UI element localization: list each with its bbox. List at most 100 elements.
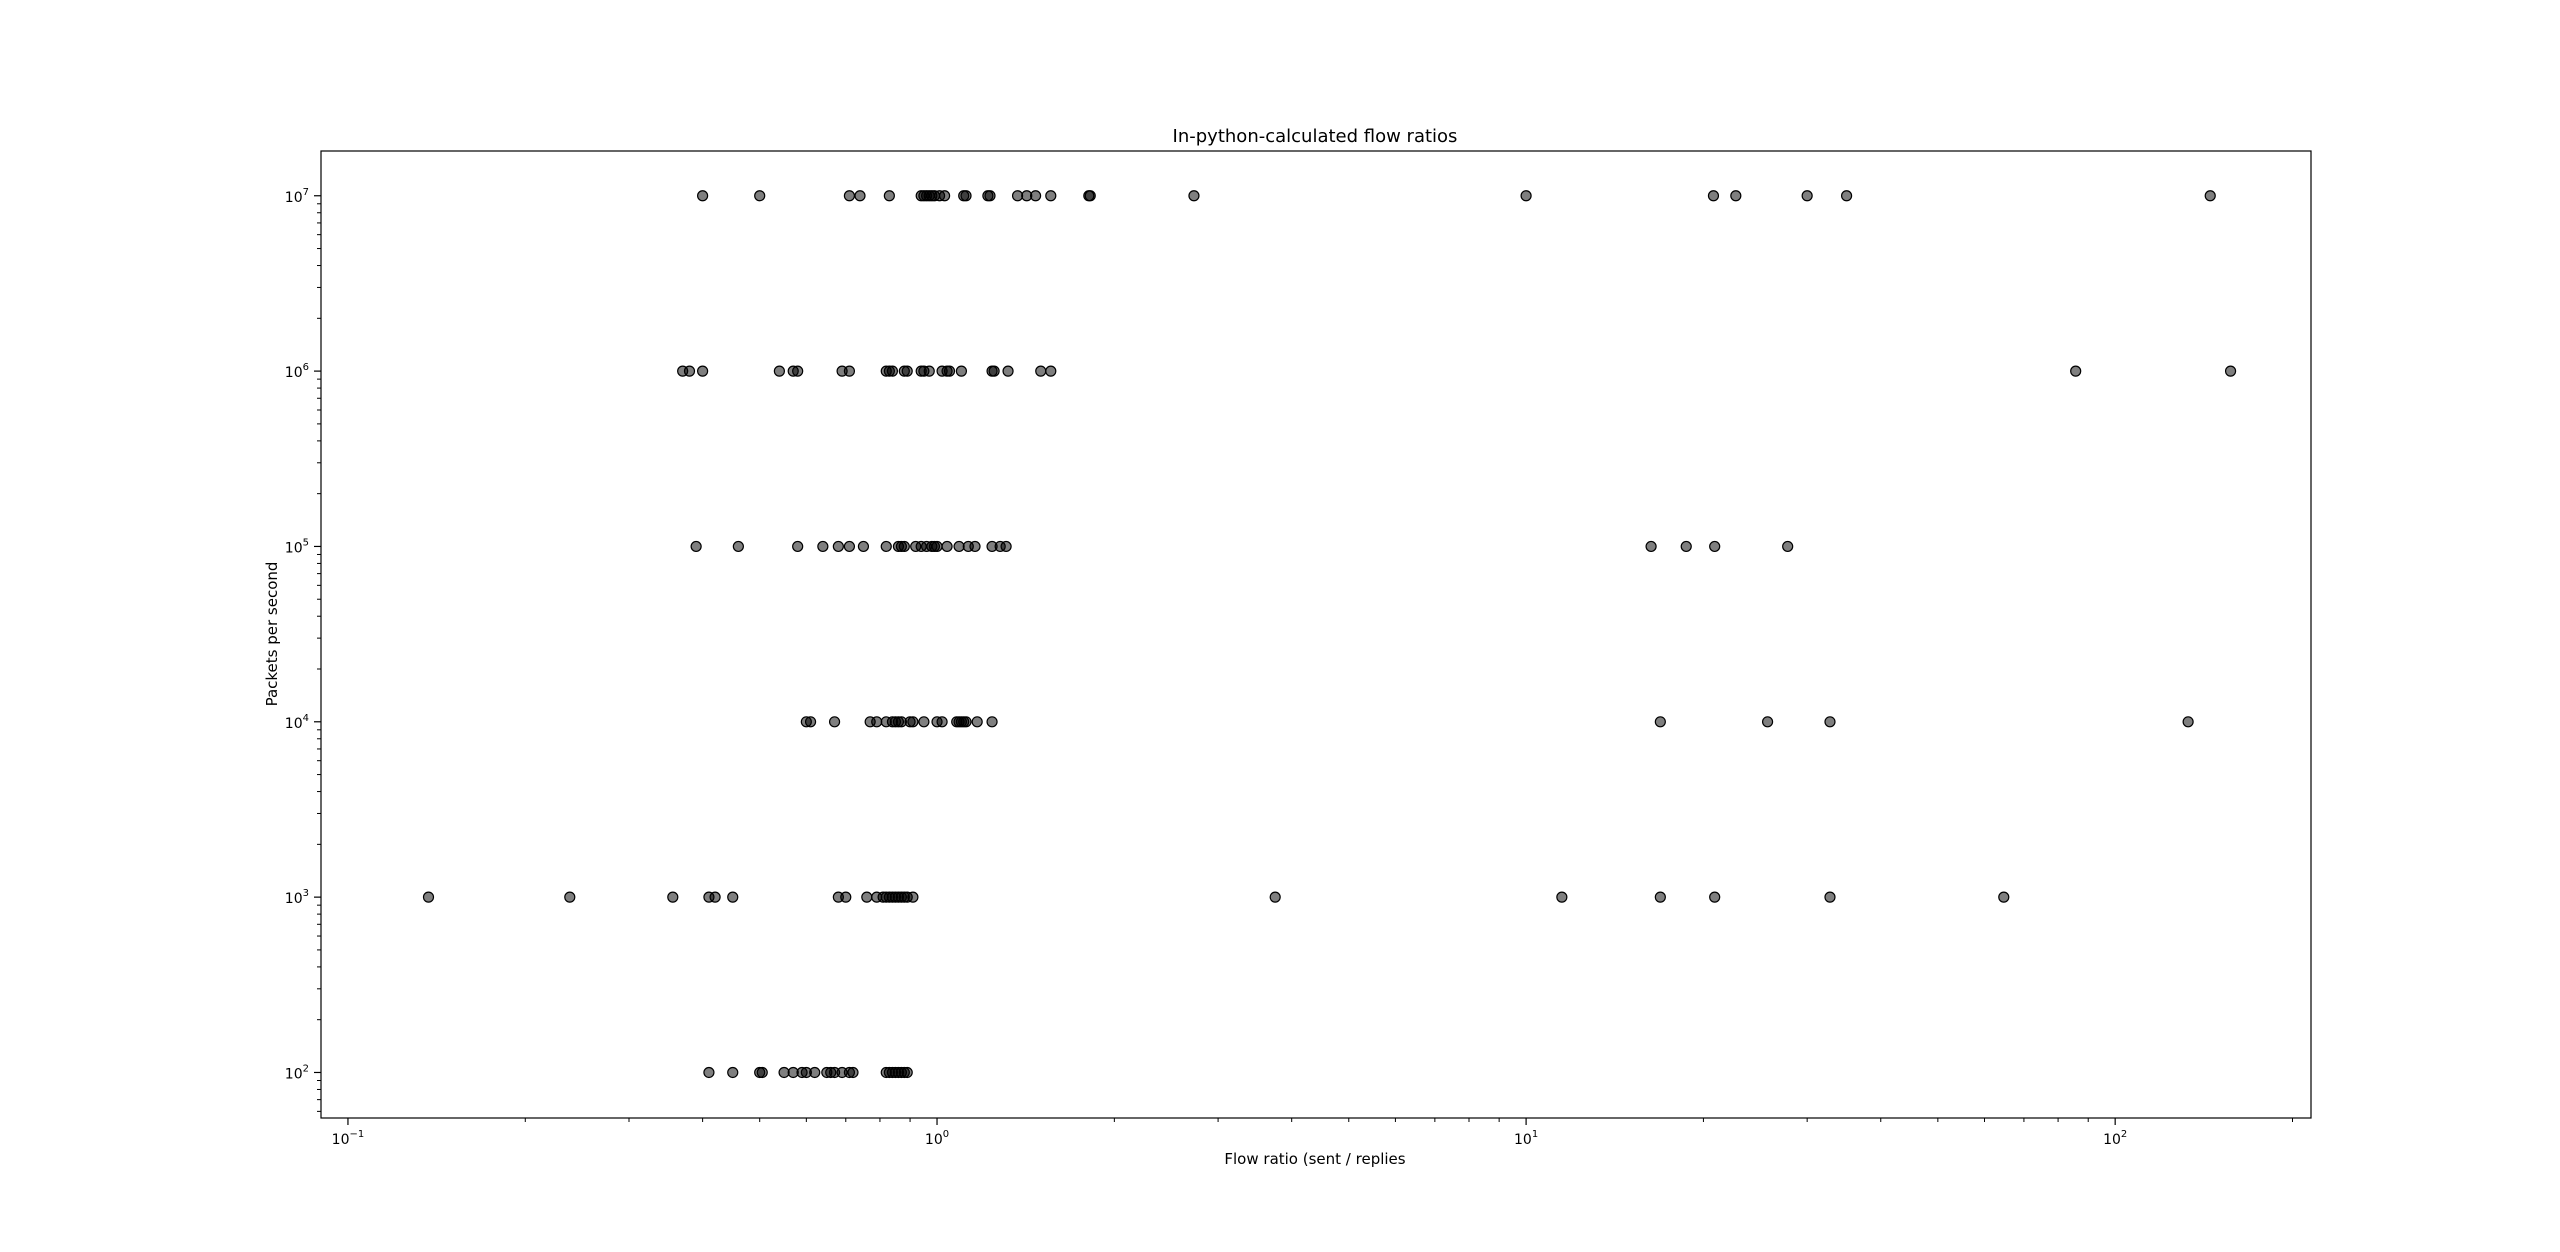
scatter-point xyxy=(2204,190,2216,202)
scatter-point xyxy=(832,540,844,553)
y-tick-label: 102 xyxy=(285,1063,309,1082)
scatter-point xyxy=(792,540,804,553)
scatter-point xyxy=(1680,540,1692,553)
scatter-point xyxy=(1782,540,1794,553)
scatter-point xyxy=(773,365,785,377)
y-tick-label: 103 xyxy=(285,888,309,907)
scatter-point xyxy=(1000,540,1012,553)
scatter-point xyxy=(847,1066,859,1079)
scatter-point xyxy=(883,190,895,202)
scatter-point xyxy=(1520,190,1532,202)
data-points xyxy=(422,190,2237,1079)
scatter-point xyxy=(1045,190,1057,202)
scatter-point xyxy=(898,540,910,553)
scatter-point xyxy=(986,716,998,728)
y-tick-label: 107 xyxy=(285,187,309,206)
scatter-point xyxy=(1801,190,1813,202)
x-axis-label: Flow ratio (sent / replies xyxy=(1224,1150,1405,1168)
scatter-point xyxy=(727,1066,739,1079)
scatter-point xyxy=(828,716,841,728)
x-tick-label: 102 xyxy=(2103,1129,2127,1148)
y-tick-label: 106 xyxy=(285,362,309,381)
scatter-point xyxy=(857,540,870,553)
scatter-point xyxy=(1269,891,1281,903)
scatter-point xyxy=(988,365,1000,377)
chart-title: In-python-calculated flow ratios xyxy=(1173,126,1458,147)
scatter-point xyxy=(1029,190,1042,202)
scatter-point xyxy=(1035,365,1047,377)
plot-area xyxy=(320,150,2312,1119)
scatter-point xyxy=(960,190,972,202)
scatter-point xyxy=(564,891,576,903)
scatter-point xyxy=(1011,190,1024,202)
scatter-point xyxy=(1730,190,1742,202)
scatter-point xyxy=(1824,716,1836,728)
y-tick-label: 105 xyxy=(285,537,309,556)
scatter-point xyxy=(690,540,702,553)
scatter-point xyxy=(756,1066,768,1079)
x-tick-label: 101 xyxy=(1514,1129,1538,1148)
scatter-point xyxy=(971,716,983,728)
scatter-point xyxy=(2224,365,2237,377)
x-minor-ticks xyxy=(524,1118,2293,1122)
scatter-point xyxy=(918,716,930,728)
scatter-point xyxy=(854,190,866,202)
x-tick-label: 100 xyxy=(925,1129,949,1148)
scatter-point xyxy=(1045,365,1057,377)
scatter-point xyxy=(1002,365,1014,377)
scatter-point xyxy=(1645,540,1657,553)
scatter-point xyxy=(843,190,856,202)
scatter-point xyxy=(804,716,817,728)
scatter-point xyxy=(697,365,709,377)
scatter-point xyxy=(1188,190,1200,202)
scatter-point xyxy=(938,190,951,202)
scatter-point xyxy=(1654,891,1666,903)
scatter-point xyxy=(931,540,943,553)
scatter-point xyxy=(2070,365,2082,377)
scatter-point xyxy=(817,540,829,553)
scatter-point xyxy=(843,540,856,553)
scatter-point xyxy=(923,365,935,377)
scatter-point xyxy=(754,190,766,202)
y-tick-label: 104 xyxy=(285,713,309,732)
scatter-point xyxy=(703,1066,715,1079)
y-minor-ticks xyxy=(317,203,321,1112)
scatter-point xyxy=(901,365,913,377)
y-axis-ticks: 102 103 104 105 106 107 xyxy=(285,187,321,1082)
scatter-point xyxy=(907,716,919,728)
scatter-point xyxy=(941,540,953,553)
y-axis-label: Packets per second xyxy=(263,562,281,707)
scatter-point xyxy=(871,716,883,728)
scatter-point xyxy=(943,365,956,377)
scatter-point xyxy=(778,1066,790,1079)
scatter-point xyxy=(880,540,892,553)
scatter-point xyxy=(886,365,899,377)
scatter-point xyxy=(984,190,996,202)
scatter-point xyxy=(1709,540,1721,553)
scatter-point xyxy=(422,891,435,903)
scatter-point xyxy=(1840,190,1853,202)
scatter-point xyxy=(1998,891,2010,903)
scatter-point xyxy=(1707,190,1720,202)
scatter-point xyxy=(960,716,972,728)
scatter-point xyxy=(1761,716,1774,728)
x-axis-ticks: 10−1 100 101 102 xyxy=(332,1118,2127,1148)
scatter-point xyxy=(861,891,873,903)
scatter-point xyxy=(955,365,968,377)
scatter-point xyxy=(683,365,696,377)
scatter-point xyxy=(907,891,919,903)
scatter-point xyxy=(667,891,679,903)
scatter-point xyxy=(969,540,981,553)
scatter-point xyxy=(1084,190,1096,202)
scatter-point xyxy=(1709,891,1721,903)
scatter-point xyxy=(901,1066,913,1079)
scatter-point xyxy=(936,716,948,728)
scatter-point xyxy=(1824,891,1836,903)
scatter-point xyxy=(697,190,709,202)
scatter-point xyxy=(792,365,804,377)
scatter-point xyxy=(2182,716,2194,728)
scatter-point xyxy=(809,1066,821,1079)
scatter-point xyxy=(732,540,744,553)
scatter-point xyxy=(727,891,739,903)
x-tick-label: 10−1 xyxy=(332,1129,365,1148)
